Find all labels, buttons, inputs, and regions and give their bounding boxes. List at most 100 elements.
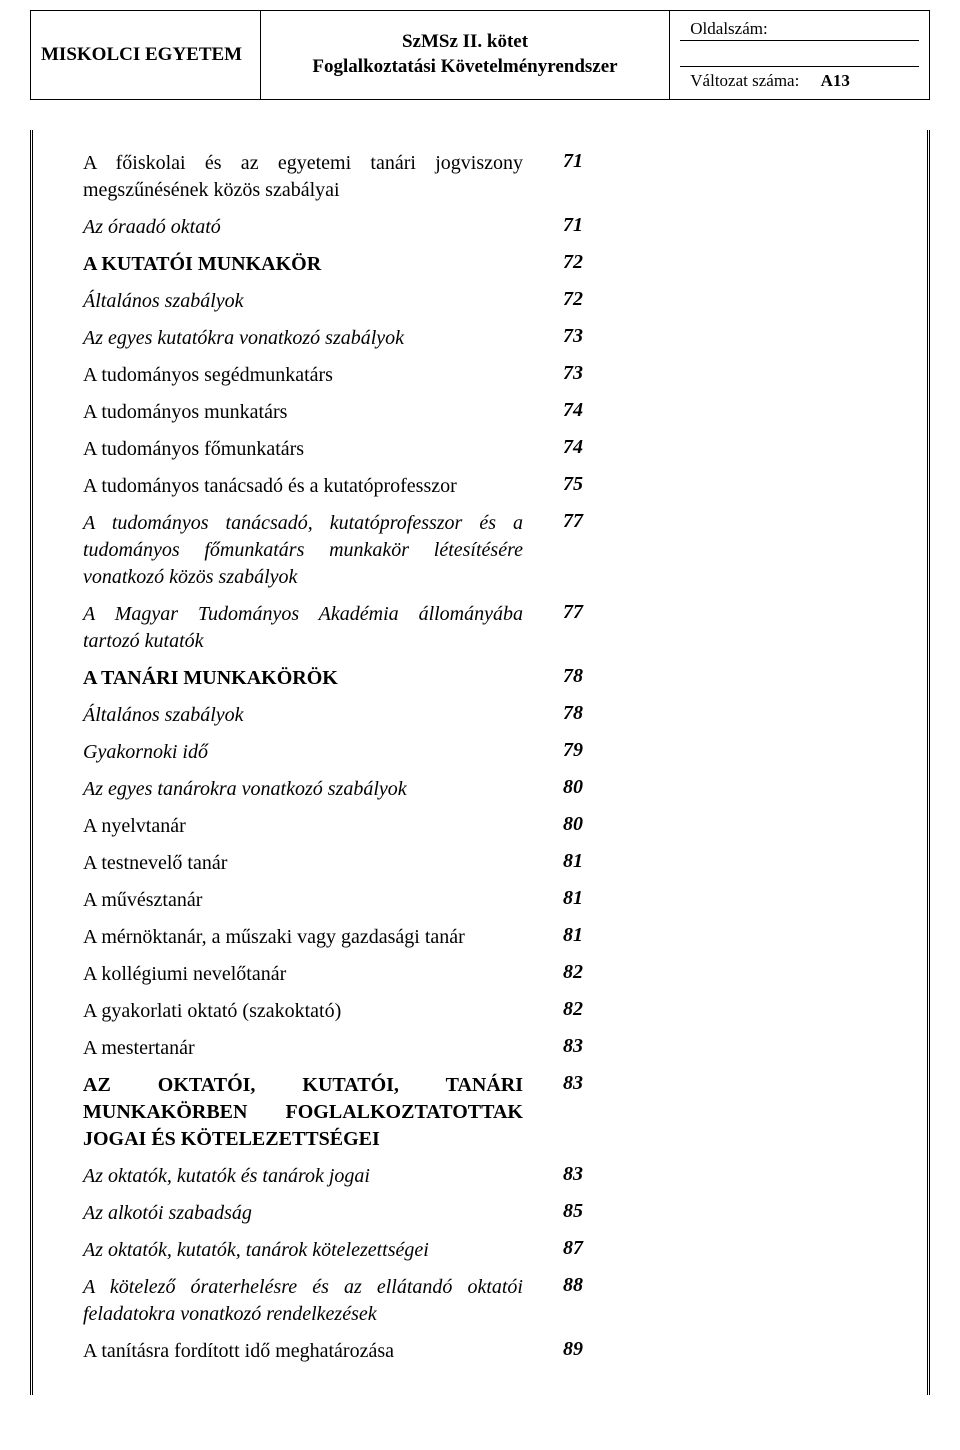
toc-label: A mestertanár (83, 1035, 543, 1062)
toc-row: A tudományos segédmunkatárs73 (83, 362, 583, 389)
version-row: Változat száma: A13 (680, 67, 919, 95)
toc-page-number: 81 (543, 887, 583, 910)
toc-label: A nyelvtanár (83, 813, 543, 840)
page-root: MISKOLCI EGYETEM SzMSz II. kötet Foglalk… (0, 10, 960, 1395)
toc-row: Általános szabályok78 (83, 702, 583, 729)
toc-row: A kötelező óraterhelésre és az ellátandó… (83, 1274, 583, 1328)
toc-label: Az egyes tanárokra vonatkozó szabályok (83, 776, 543, 803)
toc-list: A főiskolai és az egyetemi tanári jogvis… (83, 150, 583, 1375)
toc-label: A tudományos segédmunkatárs (83, 362, 543, 389)
toc-label: A művésztanár (83, 887, 543, 914)
toc-row: A mestertanár83 (83, 1035, 583, 1062)
toc-label: A tudományos munkatárs (83, 399, 543, 426)
toc-label: Gyakornoki idő (83, 739, 543, 766)
toc-label: A főiskolai és az egyetemi tanári jogvis… (83, 150, 543, 204)
toc-label: Általános szabályok (83, 288, 543, 315)
toc-page-number: 89 (543, 1338, 583, 1361)
toc-row: A tanításra fordított idő meghatározása8… (83, 1338, 583, 1365)
toc-page-number: 82 (543, 998, 583, 1021)
header-table: MISKOLCI EGYETEM SzMSz II. kötet Foglalk… (30, 10, 930, 100)
toc-row: Általános szabályok72 (83, 288, 583, 315)
toc-row: Az egyes tanárokra vonatkozó szabályok80 (83, 776, 583, 803)
toc-label: A tudományos tanácsadó és a kutatóprofes… (83, 473, 543, 500)
toc-label: AZ OKTATÓI, KUTATÓI, TANÁRI MUNKAKÖRBEN … (83, 1072, 543, 1153)
toc-page-number: 80 (543, 813, 583, 836)
toc-page-number: 72 (543, 251, 583, 274)
toc-page-number: 74 (543, 399, 583, 422)
toc-label: A KUTATÓI MUNKAKÖR (83, 251, 543, 278)
toc-page-number: 78 (543, 702, 583, 725)
toc-page-number: 72 (543, 288, 583, 311)
toc-page-number: 71 (543, 214, 583, 237)
toc-page-number: 75 (543, 473, 583, 496)
toc-page-number: 77 (543, 510, 583, 533)
toc-row: Az oktatók, kutatók, tanárok kötelezetts… (83, 1237, 583, 1264)
toc-label: Az oktatók, kutatók, tanárok kötelezetts… (83, 1237, 543, 1264)
toc-row: A TANÁRI MUNKAKÖRÖK78 (83, 665, 583, 692)
toc-page-number: 74 (543, 436, 583, 459)
toc-page-number: 83 (543, 1163, 583, 1186)
toc-row: Az oktatók, kutatók és tanárok jogai83 (83, 1163, 583, 1190)
toc-row: A kollégiumi nevelőtanár82 (83, 961, 583, 988)
toc-label: A kötelező óraterhelésre és az ellátandó… (83, 1274, 543, 1328)
toc-row: A főiskolai és az egyetemi tanári jogvis… (83, 150, 583, 204)
toc-page-number: 81 (543, 850, 583, 873)
toc-page-number: 73 (543, 362, 583, 385)
toc-page-number: 87 (543, 1237, 583, 1260)
toc-label: A tanításra fordított idő meghatározása (83, 1338, 543, 1365)
toc-label: Általános szabályok (83, 702, 543, 729)
toc-row: Gyakornoki idő79 (83, 739, 583, 766)
institution-name: MISKOLCI EGYETEM (41, 44, 242, 65)
toc-row: A tudományos tanácsadó és a kutatóprofes… (83, 473, 583, 500)
toc-row: Az óraadó oktató71 (83, 214, 583, 241)
toc-row: A nyelvtanár80 (83, 813, 583, 840)
toc-page-number: 83 (543, 1035, 583, 1058)
toc-row: A KUTATÓI MUNKAKÖR72 (83, 251, 583, 278)
toc-page-number: 78 (543, 665, 583, 688)
toc-label: A mérnöktanár, a műszaki vagy gazdasági … (83, 924, 543, 951)
toc-page-number: 73 (543, 325, 583, 348)
toc-row: A tudományos munkatárs74 (83, 399, 583, 426)
toc-row: A művésztanár81 (83, 887, 583, 914)
toc-row: A gyakorlati oktató (szakoktató)82 (83, 998, 583, 1025)
version-value: A13 (821, 71, 850, 90)
toc-label: A TANÁRI MUNKAKÖRÖK (83, 665, 543, 692)
toc-row: A mérnöktanár, a műszaki vagy gazdasági … (83, 924, 583, 951)
toc-label: A tudományos tanácsadó, kutatóprofesszor… (83, 510, 543, 591)
doc-title-line2: Foglalkoztatási Követelményrendszer (271, 55, 660, 80)
toc-label: A gyakorlati oktató (szakoktató) (83, 998, 543, 1025)
toc-label: Az oktatók, kutatók és tanárok jogai (83, 1163, 543, 1190)
toc-label: Az egyes kutatókra vonatkozó szabályok (83, 325, 543, 352)
toc-page-number: 79 (543, 739, 583, 762)
header-left-cell: MISKOLCI EGYETEM (31, 11, 261, 100)
page-number-value (680, 41, 919, 67)
header-center-cell: SzMSz II. kötet Foglalkoztatási Követelm… (260, 11, 670, 100)
toc-page-number: 80 (543, 776, 583, 799)
page-number-label: Oldalszám: (680, 15, 919, 41)
toc-page-number: 83 (543, 1072, 583, 1095)
toc-row: Az alkotói szabadság85 (83, 1200, 583, 1227)
toc-row: Az egyes kutatókra vonatkozó szabályok73 (83, 325, 583, 352)
toc-page-number: 81 (543, 924, 583, 947)
toc-row: A tudományos tanácsadó, kutatóprofesszor… (83, 510, 583, 591)
toc-label: A testnevelő tanár (83, 850, 543, 877)
toc-label: A Magyar Tudományos Akadémia állományába… (83, 601, 543, 655)
version-label: Változat száma: (690, 71, 799, 90)
toc-row: A Magyar Tudományos Akadémia állományába… (83, 601, 583, 655)
header-right-cell: Oldalszám: Változat száma: A13 (670, 11, 930, 100)
toc-page-number: 82 (543, 961, 583, 984)
content-area: A főiskolai és az egyetemi tanári jogvis… (30, 130, 930, 1395)
toc-page-number: 71 (543, 150, 583, 173)
toc-page-number: 88 (543, 1274, 583, 1297)
toc-label: Az óraadó oktató (83, 214, 543, 241)
toc-label: Az alkotói szabadság (83, 1200, 543, 1227)
margin-notes-column (583, 150, 897, 1375)
toc-page-number: 77 (543, 601, 583, 624)
toc-row: A testnevelő tanár81 (83, 850, 583, 877)
doc-title-line1: SzMSz II. kötet (271, 30, 660, 55)
toc-row: A tudományos főmunkatárs74 (83, 436, 583, 463)
toc-label: A tudományos főmunkatárs (83, 436, 543, 463)
toc-label: A kollégiumi nevelőtanár (83, 961, 543, 988)
toc-page-number: 85 (543, 1200, 583, 1223)
toc-row: AZ OKTATÓI, KUTATÓI, TANÁRI MUNKAKÖRBEN … (83, 1072, 583, 1153)
